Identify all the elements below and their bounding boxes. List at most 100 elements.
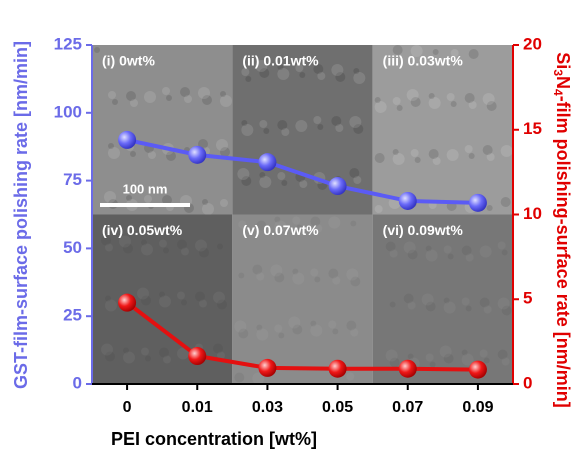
texture [202,199,208,205]
texture [385,349,398,362]
y2-label-part: 4 [551,89,565,96]
texture [163,355,171,364]
texture [332,328,339,335]
texture [350,276,361,287]
panel-label: (ii) 0.01wt% [242,53,319,69]
y-tick-label: 100 [54,102,82,121]
series-line [125,301,478,372]
texture [389,249,398,258]
texture [465,253,474,262]
sem-image [232,45,373,215]
texture [406,89,419,101]
y-tick-label: 125 [54,34,82,53]
texture [166,151,176,161]
texture [479,349,488,358]
texture [130,99,138,107]
texture [314,224,323,233]
texture [439,345,452,358]
texture [144,91,156,103]
texture [256,272,265,281]
texture [450,49,459,57]
texture [237,168,250,180]
texture [353,68,360,74]
texture [123,347,129,354]
texture [461,349,468,356]
texture [349,116,362,128]
texture [349,168,360,178]
texture [270,264,283,277]
texture [126,91,136,101]
texture [288,316,301,329]
texture [332,276,341,285]
texture [497,241,506,250]
texture [274,324,283,333]
texture [238,272,245,279]
panel-label: (i) 0wt% [102,53,155,69]
texture [410,45,423,57]
y2-label-part: Si [553,52,573,69]
texture [259,176,272,188]
texture [130,151,136,157]
texture [104,191,116,203]
texture [199,299,207,308]
texture [450,101,457,107]
sem-image [372,45,513,215]
texture [317,72,326,80]
texture [252,264,263,275]
sem-panels: (i) 0wt% (ii) 0.01wt% (iii) 0.03wt% (iv) 0.… [92,45,513,385]
texture [220,147,230,157]
y2-tick-label: 10 [523,204,542,223]
texture [202,95,212,105]
texture [101,343,113,356]
texture [277,120,288,130]
texture [141,243,153,256]
texture [425,249,438,262]
texture [335,72,346,82]
texture [137,287,149,300]
texture [428,149,439,159]
texture [213,343,223,354]
marker [258,153,277,172]
texture [141,239,147,246]
texture [410,97,421,107]
texture [486,153,495,161]
texture [216,139,228,151]
texture [217,299,227,310]
y2-axis-label: Si3N4-film polishing-surface rate [nm/mi… [551,52,573,407]
texture [446,93,455,101]
texture [331,64,344,76]
texture [177,347,189,360]
texture [464,93,475,103]
texture [486,101,497,111]
texture [256,220,267,231]
texture [461,297,470,306]
texture [180,87,190,97]
texture [166,95,172,101]
texture [105,243,113,252]
texture [392,45,403,55]
texture [281,180,288,186]
texture [403,293,414,304]
texture [414,157,421,163]
texture [238,220,247,229]
texture [123,243,133,254]
sem-image [92,214,233,384]
panel-label: (vi) 0.09wt% [383,222,464,238]
texture [346,268,359,281]
texture [292,268,299,275]
texture [468,49,479,59]
marker [118,293,137,312]
texture [328,320,337,329]
texture [482,93,495,105]
texture [141,295,151,306]
texture [101,235,111,246]
y-tick-label: 75 [63,170,82,189]
texture [123,351,135,364]
x-axis-label: PEI concentration [wt%] [111,429,317,449]
texture [263,128,270,134]
marker [188,145,207,164]
texture [195,239,207,252]
texture [482,145,493,155]
texture [105,351,115,362]
